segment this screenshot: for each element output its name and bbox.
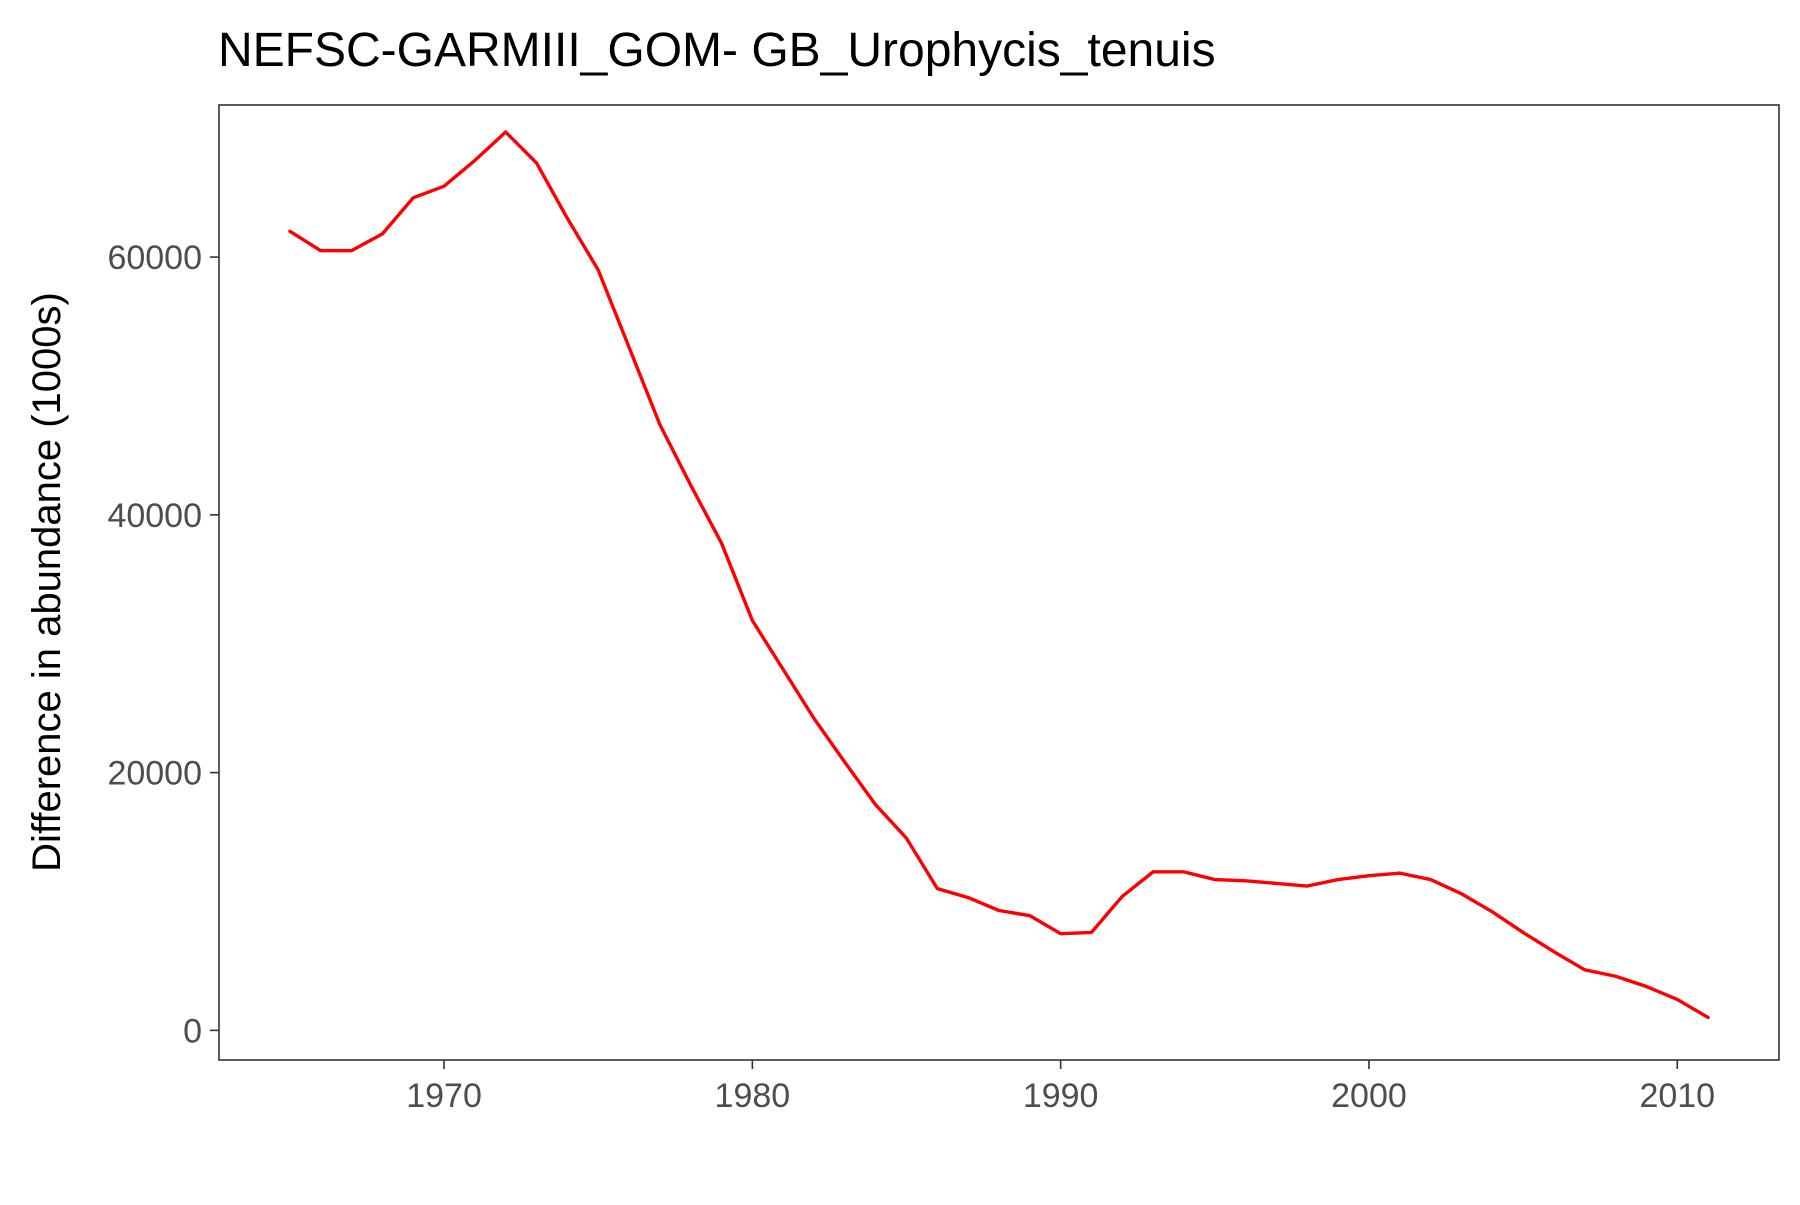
x-tick-label: 1980 — [715, 1077, 791, 1115]
x-tick-label: 2010 — [1639, 1077, 1715, 1115]
x-axis: 1970 1980 1990 2000 2010 — [406, 1060, 1715, 1115]
y-tick-label: 0 — [183, 1012, 202, 1050]
y-tick-label: 60000 — [107, 239, 202, 277]
x-tick-label: 2000 — [1331, 1077, 1407, 1115]
y-axis: 0 20000 40000 60000 — [107, 239, 219, 1050]
plot-panel-border — [218, 104, 1780, 1061]
x-tick-label: 1970 — [406, 1077, 482, 1115]
series-line-0 — [288, 130, 1710, 1020]
chart-title: NEFSC-GARMIII_GOM- GB_Urophycis_tenuis — [218, 24, 1216, 77]
y-tick-label: 40000 — [107, 497, 202, 535]
y-tick-label: 20000 — [107, 755, 202, 793]
y-axis-title: Difference in abundance (1000s) — [25, 292, 69, 872]
series-layer — [288, 130, 1710, 1020]
x-tick-label: 1990 — [1023, 1077, 1099, 1115]
